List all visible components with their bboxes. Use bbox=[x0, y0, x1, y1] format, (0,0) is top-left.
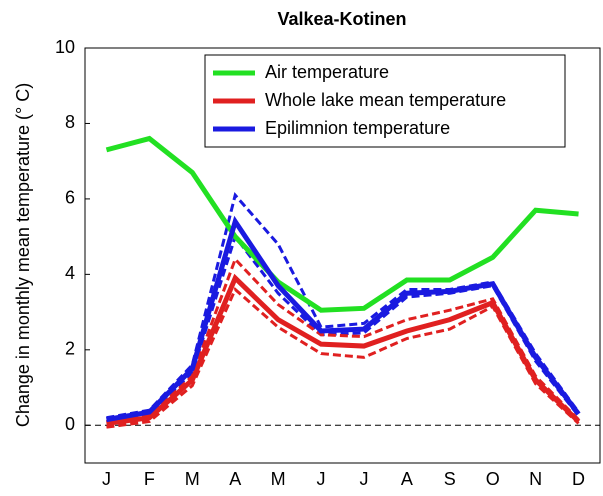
x-tick-label: F bbox=[144, 469, 155, 489]
x-tick-label: J bbox=[359, 469, 368, 489]
legend-box bbox=[204, 54, 566, 148]
x-tick-label: J bbox=[102, 469, 111, 489]
x-tick-label: D bbox=[572, 469, 585, 489]
plot-frame bbox=[84, 47, 601, 464]
y-tick-label: 4 bbox=[65, 263, 75, 283]
x-tick-label: N bbox=[529, 469, 542, 489]
x-tick-label: A bbox=[229, 469, 241, 489]
y-tick-label: 2 bbox=[65, 339, 75, 359]
x-tick-label: J bbox=[317, 469, 326, 489]
legend-label: Epilimnion temperature bbox=[265, 118, 450, 138]
y-axis-label: Change in monthly mean temperature (° C) bbox=[13, 83, 33, 427]
x-tick-label: M bbox=[185, 469, 200, 489]
legend-label: Whole lake mean temperature bbox=[265, 90, 506, 110]
y-tick-label: 10 bbox=[55, 37, 75, 57]
line bbox=[106, 273, 581, 426]
y-tick-label: 0 bbox=[65, 414, 75, 434]
x-tick-label: S bbox=[444, 469, 456, 489]
chart-title: Valkea-Kotinen bbox=[277, 9, 406, 29]
y-tick-label: 8 bbox=[65, 112, 75, 132]
y-tick-label: 6 bbox=[65, 188, 75, 208]
dashed-line bbox=[106, 256, 580, 423]
x-tick-label: O bbox=[486, 469, 500, 489]
x-tick-label: A bbox=[401, 469, 413, 489]
legend-label: Air temperature bbox=[265, 62, 389, 82]
x-tick-label: M bbox=[271, 469, 286, 489]
line bbox=[105, 135, 579, 313]
line bbox=[106, 215, 581, 423]
